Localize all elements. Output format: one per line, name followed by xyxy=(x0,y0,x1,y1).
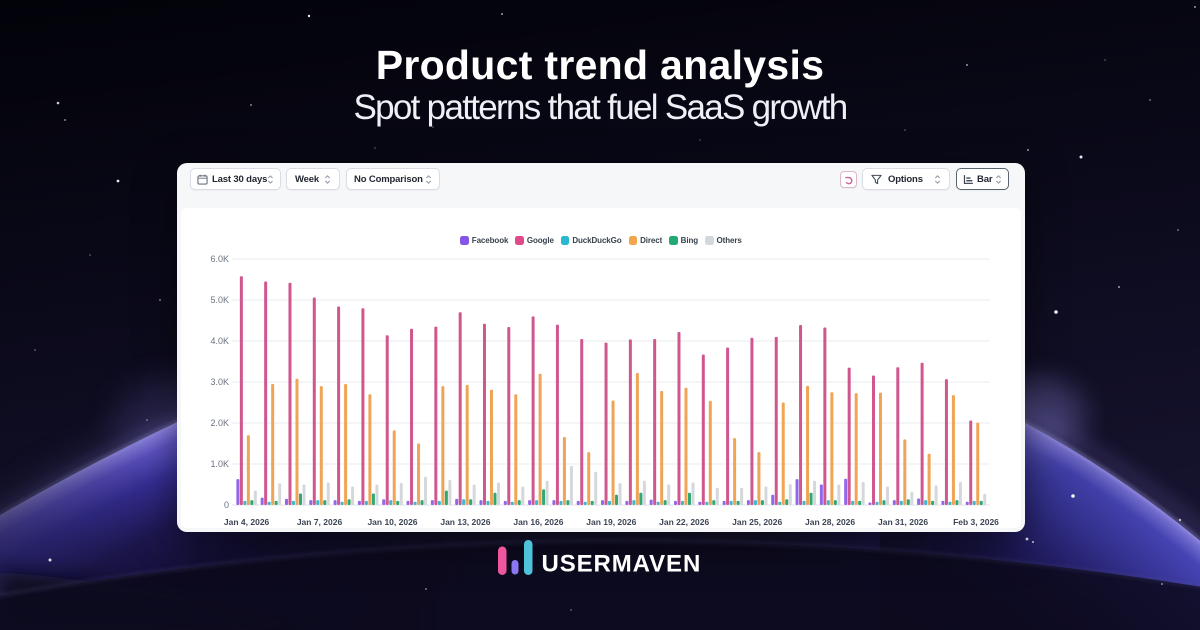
svg-text:6.0K: 6.0K xyxy=(210,254,229,264)
svg-text:5.0K: 5.0K xyxy=(210,295,229,305)
svg-text:Jan 4, 2026: Jan 4, 2026 xyxy=(224,517,270,527)
svg-text:1.0K: 1.0K xyxy=(210,459,229,469)
svg-text:Jan 31, 2026: Jan 31, 2026 xyxy=(878,517,928,527)
svg-text:Jan 7, 2026: Jan 7, 2026 xyxy=(297,517,343,527)
svg-text:2.0K: 2.0K xyxy=(210,418,229,428)
svg-text:Jan 10, 2026: Jan 10, 2026 xyxy=(367,517,417,527)
svg-text:Jan 13, 2026: Jan 13, 2026 xyxy=(440,517,490,527)
svg-text:Jan 25, 2026: Jan 25, 2026 xyxy=(732,517,782,527)
svg-text:Jan 16, 2026: Jan 16, 2026 xyxy=(513,517,563,527)
svg-text:Jan 28, 2026: Jan 28, 2026 xyxy=(805,517,855,527)
svg-text:3.0K: 3.0K xyxy=(210,377,229,387)
svg-text:USERMAVEN: USERMAVEN xyxy=(542,551,702,578)
svg-text:Feb 3, 2026: Feb 3, 2026 xyxy=(953,517,999,527)
svg-text:4.0K: 4.0K xyxy=(210,336,229,346)
svg-text:Jan 19, 2026: Jan 19, 2026 xyxy=(586,517,636,527)
svg-text:Jan 22, 2026: Jan 22, 2026 xyxy=(659,517,709,527)
svg-text:0: 0 xyxy=(224,500,229,510)
